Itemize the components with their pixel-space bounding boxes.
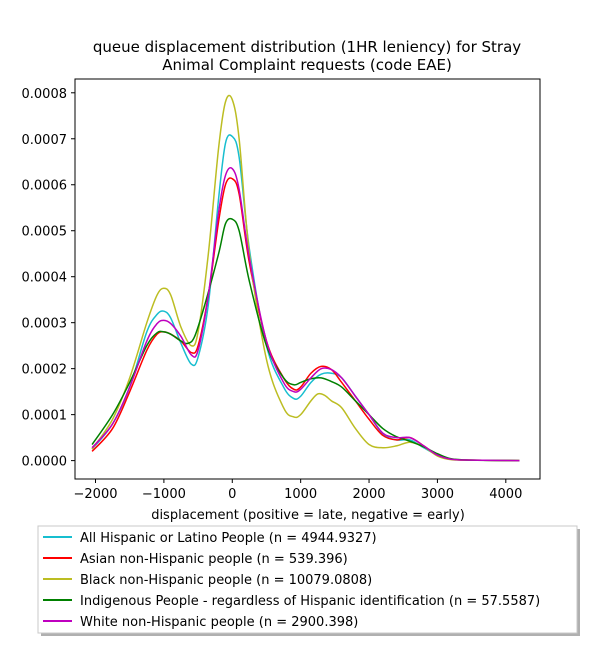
chart-title-line: queue displacement distribution (1HR len… (93, 38, 521, 56)
series-line-3 (91, 217, 520, 462)
y-tick-label: 0.0005 (22, 225, 68, 240)
x-axis-label: displacement (positive = late, negative … (151, 508, 465, 523)
chart-title-line: Animal Complaint requests (code EAE) (162, 56, 452, 74)
x-tick-label: −1000 (142, 487, 186, 502)
y-tick-label: 0.0000 (22, 455, 68, 470)
plot-frame (74, 78, 541, 480)
x-tick-label: 3000 (421, 487, 454, 502)
series-line-2 (91, 94, 520, 462)
legend-label: Asian non-Hispanic people (n = 539.396) (80, 552, 348, 567)
series-line-1 (91, 177, 520, 462)
legend-box (37, 525, 578, 634)
y-tick-label: 0.0007 (22, 133, 68, 148)
x-axis: −2000 −1000 0 1000 2000 3000 4000 (74, 479, 522, 502)
y-tick-label: 0.0006 (22, 179, 68, 194)
legend-label: Black non-Hispanic people (n = 10079.080… (80, 573, 372, 588)
legend-items: All Hispanic or Latino People (n = 4944.… (43, 531, 540, 630)
y-tick-label: 0.0008 (22, 87, 68, 102)
chart-title: queue displacement distribution (1HR len… (93, 38, 521, 74)
legend-label: All Hispanic or Latino People (n = 4944.… (80, 531, 377, 546)
y-tick-label: 0.0001 (22, 409, 68, 424)
legend: All Hispanic or Latino People (n = 4944.… (37, 525, 580, 636)
x-tick-label: 2000 (352, 487, 385, 502)
x-tick-label: 4000 (489, 487, 522, 502)
series-line-4 (91, 167, 520, 462)
plot-lines (91, 94, 520, 462)
y-tick-label: 0.0004 (22, 271, 68, 286)
y-tick-label: 0.0003 (22, 317, 68, 332)
x-tick-label: 0 (228, 487, 236, 502)
x-tick-label: 1000 (284, 487, 317, 502)
x-tick-label: −2000 (74, 487, 118, 502)
legend-label: Indigenous People - regardless of Hispan… (80, 594, 540, 609)
y-axis: 0.0000 0.0001 0.0002 0.0003 0.0004 0.0005 0.00… (22, 87, 75, 470)
y-tick-label: 0.0002 (22, 363, 68, 378)
legend-label: White non-Hispanic people (n = 2900.398) (80, 615, 358, 630)
